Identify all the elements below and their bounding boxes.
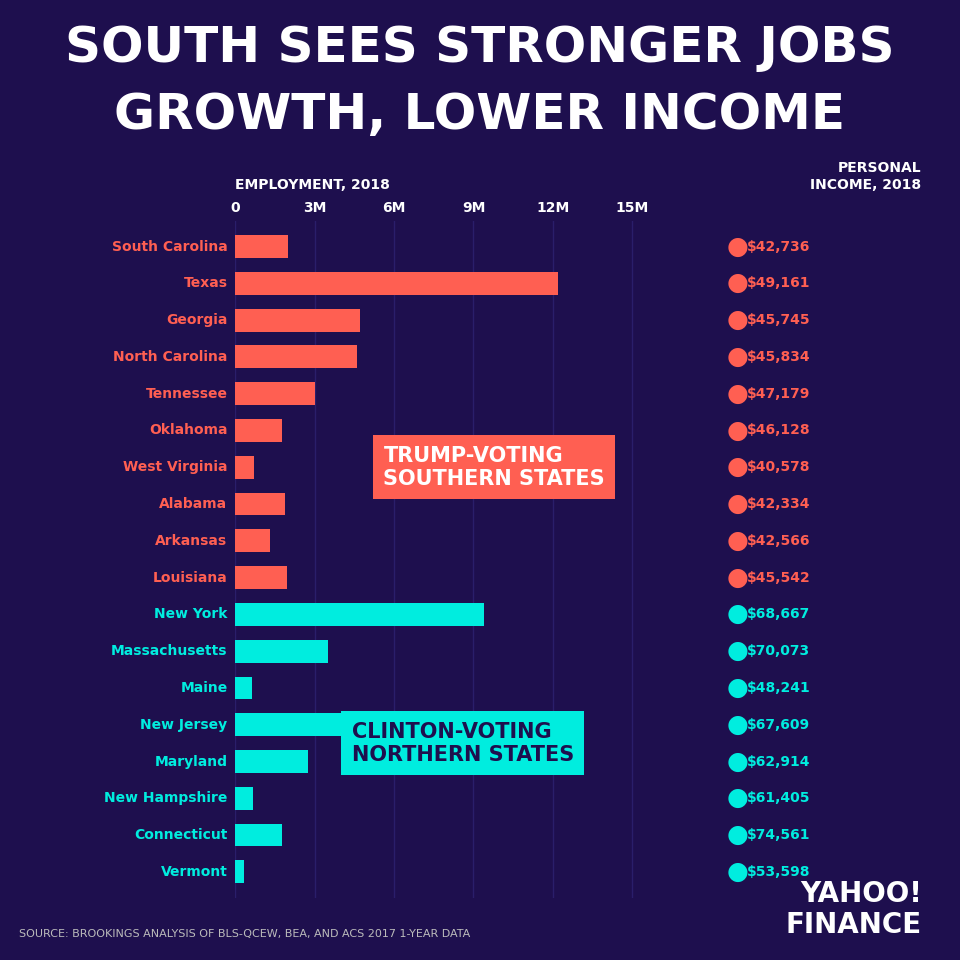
Text: ●: ●	[727, 272, 748, 296]
Text: $49,161: $49,161	[747, 276, 810, 290]
Text: $47,179: $47,179	[747, 387, 810, 400]
Text: South Carolina: South Carolina	[111, 240, 228, 253]
Bar	[235, 235, 288, 258]
Bar	[235, 382, 315, 405]
Text: Georgia: Georgia	[166, 313, 228, 327]
Bar	[235, 566, 287, 589]
Bar	[235, 346, 357, 369]
Text: $74,561: $74,561	[747, 828, 810, 842]
Text: ●: ●	[727, 676, 748, 700]
Text: SOUTH SEES STRONGER JOBS: SOUTH SEES STRONGER JOBS	[65, 24, 895, 72]
Bar	[235, 420, 281, 442]
Text: ●: ●	[727, 712, 748, 736]
Text: GROWTH, LOWER INCOME: GROWTH, LOWER INCOME	[114, 91, 846, 139]
Text: ●: ●	[727, 308, 748, 332]
Text: $45,745: $45,745	[747, 313, 810, 327]
Text: ●: ●	[727, 492, 748, 516]
Text: $62,914: $62,914	[747, 755, 810, 769]
Text: ●: ●	[727, 860, 748, 884]
Text: West Virginia: West Virginia	[123, 460, 228, 474]
Bar	[235, 860, 244, 883]
Bar	[235, 750, 308, 773]
Bar	[235, 492, 285, 516]
Text: EMPLOYMENT, 2018: EMPLOYMENT, 2018	[235, 178, 390, 192]
Text: New Jersey: New Jersey	[140, 718, 228, 732]
Text: Tennessee: Tennessee	[146, 387, 228, 400]
Text: YAHOO!
FINANCE: YAHOO! FINANCE	[785, 879, 922, 939]
Text: Louisiana: Louisiana	[153, 570, 228, 585]
Text: $46,128: $46,128	[747, 423, 810, 438]
Bar	[235, 309, 360, 331]
Text: ●: ●	[727, 382, 748, 406]
Text: $45,834: $45,834	[747, 349, 810, 364]
Text: $68,667: $68,667	[747, 608, 810, 621]
Text: Maryland: Maryland	[155, 755, 228, 769]
Text: North Carolina: North Carolina	[113, 349, 228, 364]
Text: Maine: Maine	[180, 681, 228, 695]
Text: New Hampshire: New Hampshire	[104, 791, 228, 805]
Text: ●: ●	[727, 823, 748, 847]
Text: ●: ●	[727, 565, 748, 589]
Bar	[235, 603, 484, 626]
Text: Vermont: Vermont	[160, 865, 228, 878]
Text: New York: New York	[155, 608, 228, 621]
Text: ●: ●	[727, 750, 748, 774]
Text: ●: ●	[727, 786, 748, 810]
Text: PERSONAL
INCOME, 2018: PERSONAL INCOME, 2018	[810, 160, 922, 192]
Bar	[235, 639, 328, 662]
Bar	[235, 456, 253, 479]
Text: ●: ●	[727, 234, 748, 258]
Text: $61,405: $61,405	[747, 791, 810, 805]
Text: Oklahoma: Oklahoma	[149, 423, 228, 438]
Text: $42,736: $42,736	[747, 240, 810, 253]
Text: ●: ●	[727, 602, 748, 626]
Text: $42,334: $42,334	[747, 497, 810, 511]
Bar	[235, 787, 253, 809]
Text: $48,241: $48,241	[747, 681, 810, 695]
Bar	[235, 824, 281, 847]
Text: ●: ●	[727, 529, 748, 553]
Text: Alabama: Alabama	[159, 497, 228, 511]
Text: $40,578: $40,578	[747, 460, 810, 474]
Text: Massachusetts: Massachusetts	[111, 644, 228, 659]
Text: $67,609: $67,609	[747, 718, 810, 732]
Text: TRUMP-VOTING
SOUTHERN STATES: TRUMP-VOTING SOUTHERN STATES	[383, 445, 605, 489]
Text: Arkansas: Arkansas	[156, 534, 228, 548]
Text: ●: ●	[727, 639, 748, 663]
Text: ●: ●	[727, 455, 748, 479]
Text: $42,566: $42,566	[747, 534, 810, 548]
Text: Texas: Texas	[183, 276, 228, 290]
Bar	[235, 529, 270, 552]
Text: $53,598: $53,598	[747, 865, 810, 878]
Text: SOURCE: BROOKINGS ANALYSIS OF BLS-QCEW, BEA, AND ACS 2017 1-YEAR DATA: SOURCE: BROOKINGS ANALYSIS OF BLS-QCEW, …	[19, 929, 470, 939]
Bar	[235, 677, 252, 699]
Text: $45,542: $45,542	[747, 570, 810, 585]
Text: CLINTON-VOTING
NORTHERN STATES: CLINTON-VOTING NORTHERN STATES	[351, 722, 574, 765]
Text: Connecticut: Connecticut	[134, 828, 228, 842]
Text: ●: ●	[727, 345, 748, 369]
Bar	[235, 272, 558, 295]
Bar	[235, 713, 344, 736]
Text: $70,073: $70,073	[747, 644, 810, 659]
Text: ●: ●	[727, 419, 748, 443]
